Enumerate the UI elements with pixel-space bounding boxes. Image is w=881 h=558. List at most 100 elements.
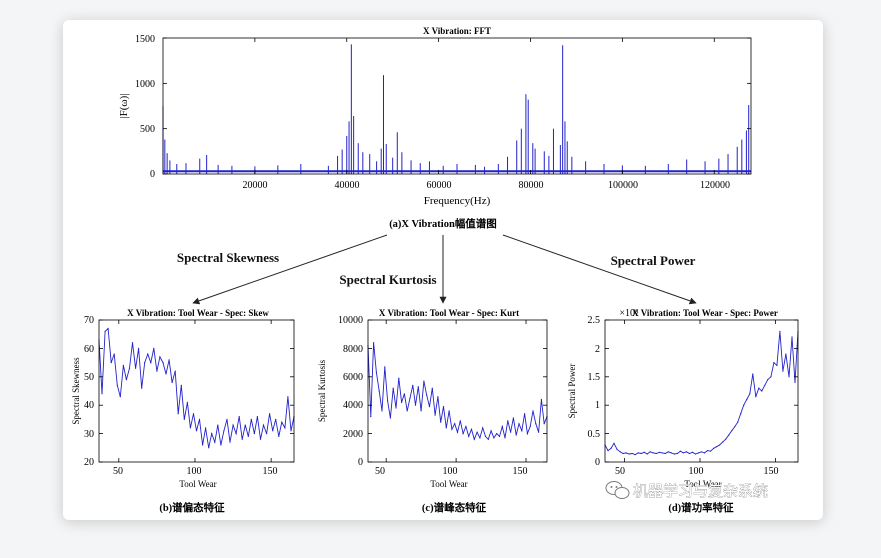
fft-xtick-label: 20000	[243, 180, 268, 191]
watermark: 机器学习与复杂系统	[605, 481, 768, 500]
skew-xtick-label: 100	[187, 466, 202, 477]
kurt-xlabel: Tool Wear	[430, 479, 467, 489]
kurt-point	[395, 407, 397, 409]
power-point	[610, 447, 612, 449]
power-point	[685, 451, 688, 453]
kurt-ytick-label: 2000	[343, 429, 363, 440]
skew-point	[192, 413, 195, 415]
kurt-point	[401, 401, 403, 403]
fft-title: X Vibration: FFT	[423, 26, 491, 36]
power-point	[755, 396, 757, 398]
power-point	[785, 353, 787, 355]
kurt-point	[423, 380, 425, 382]
skew-ytick-label: 30	[84, 429, 94, 440]
power-yticks: 0 0.5 1 1.5 2 2.5	[588, 315, 601, 468]
fft-chart: X Vibration: FFT |F(ω)| 0 500 1000 1500 …	[118, 26, 752, 230]
power-point	[688, 452, 691, 455]
kurt-ytick-label: 10000	[338, 315, 363, 326]
skew-point	[287, 396, 289, 398]
kurt-series	[367, 342, 548, 441]
power-point	[676, 452, 679, 455]
fft-xtick-label: 80000	[519, 180, 544, 191]
power-point	[794, 381, 796, 384]
kurt-point	[504, 437, 506, 439]
kurt-point	[431, 387, 433, 389]
power-point	[725, 438, 727, 440]
skew-point	[174, 370, 176, 372]
power-point	[646, 453, 648, 455]
skew-point	[208, 447, 210, 449]
kurt-point	[524, 413, 526, 415]
kurt-point	[414, 404, 417, 406]
fft-xtick-label: 40000	[335, 180, 360, 191]
skew-point	[131, 342, 134, 344]
kurt-point	[470, 428, 473, 430]
kurt-point	[487, 438, 489, 440]
power-point	[670, 452, 672, 454]
kurt-point	[468, 435, 470, 437]
kurt-point	[381, 410, 383, 412]
skew-point	[259, 438, 262, 440]
skew-point	[198, 418, 201, 420]
skew-point	[122, 364, 124, 366]
skew-point	[113, 353, 115, 355]
skew-ylabel: Spectral Skewness	[71, 357, 81, 425]
skew-point	[177, 413, 179, 415]
kurt-xtick-label: 100	[443, 466, 458, 477]
kurt-ytick-label: 6000	[343, 372, 363, 383]
power-point	[782, 370, 784, 372]
skew-point	[226, 418, 228, 420]
kurt-point	[498, 435, 501, 437]
power-point	[694, 453, 697, 455]
skew-point	[168, 359, 170, 361]
kurt-point	[521, 430, 523, 432]
skew-point	[195, 430, 198, 432]
power-xticks: 50 100 150	[615, 466, 779, 477]
skew-point	[104, 330, 106, 332]
skew-point	[202, 444, 204, 446]
skew-ytick-label: 40	[84, 400, 94, 411]
watermark-text: 机器学习与复杂系统	[633, 482, 768, 500]
skew-point	[171, 381, 173, 384]
skew-point	[101, 393, 103, 395]
fft-axes-frame	[162, 37, 752, 175]
arrow-label-skewness: Spectral Skewness	[177, 250, 279, 265]
kurt-point	[448, 410, 450, 412]
fft-xtick-label: 100000	[608, 180, 638, 191]
power-ylabel: Spectral Power	[567, 364, 577, 419]
power-ytick-label: 1.5	[588, 372, 601, 383]
power-point	[761, 390, 763, 392]
skew-line	[98, 327, 295, 448]
power-point	[776, 364, 778, 366]
power-point	[631, 452, 633, 455]
fft-ytick-label: 0	[150, 169, 155, 180]
power-series	[604, 330, 799, 456]
skew-point	[144, 362, 146, 364]
kurt-point	[434, 414, 436, 416]
kurt-point	[445, 427, 447, 429]
skew-point	[125, 379, 127, 381]
skew-point	[266, 433, 268, 435]
kurt-point	[387, 400, 389, 402]
kurt-caption: (c)谱峰态特征	[422, 501, 487, 514]
kurt-point	[440, 421, 442, 423]
power-point	[731, 430, 733, 432]
power-xlabel: Tool Wear	[684, 479, 721, 489]
kurt-point	[526, 433, 528, 435]
skew-point	[217, 424, 219, 426]
fft-ytick-label: 500	[140, 124, 155, 135]
skew-point	[135, 367, 137, 369]
fft-xticks: 20000 40000 60000 80000 100000 120000	[243, 180, 731, 191]
fft-caption: (a)X Vibration幅值谱图	[389, 217, 497, 230]
kurt-point	[426, 394, 428, 396]
power-point	[706, 450, 709, 452]
power-point	[664, 452, 666, 455]
kurt-point	[515, 434, 517, 436]
skew-point	[189, 427, 191, 429]
kurt-point	[437, 396, 439, 398]
kurt-point	[484, 435, 487, 437]
skew-point	[275, 418, 277, 420]
kurt-point	[412, 384, 414, 386]
kurt-ylabel: Spectral Kurtosis	[317, 359, 327, 422]
kurt-point	[465, 425, 467, 428]
